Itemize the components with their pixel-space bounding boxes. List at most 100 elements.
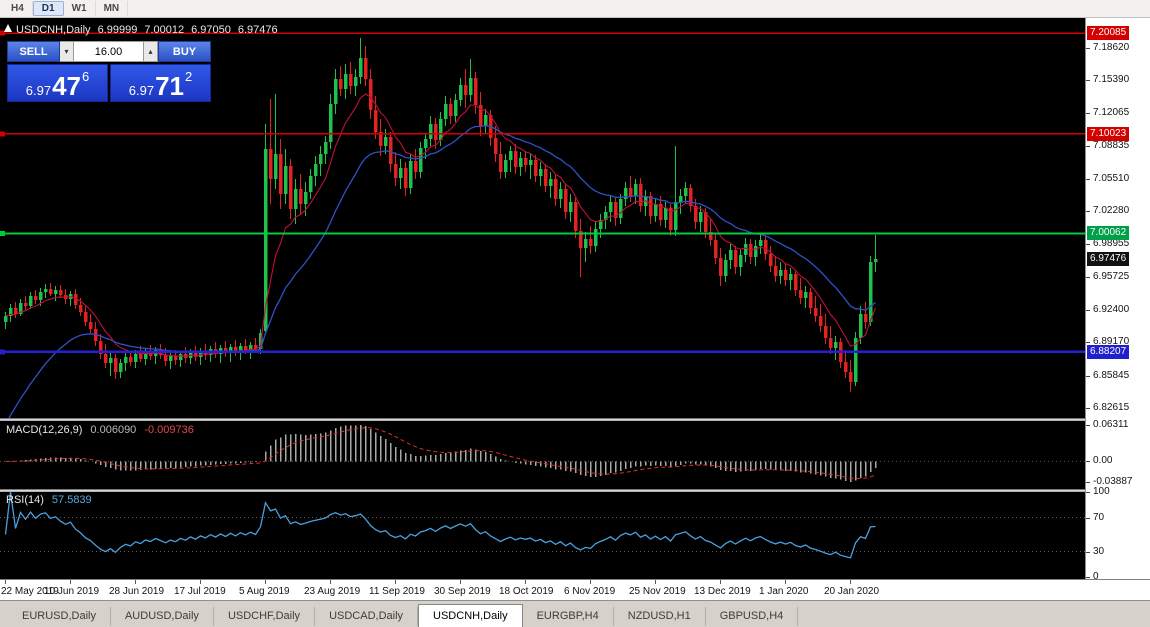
ma-line-9 <box>5 93 877 357</box>
date-axis-label: 13 Dec 2019 <box>694 586 751 597</box>
date-tick <box>5 580 6 584</box>
timeframe-button-w1[interactable]: W1 <box>64 1 96 16</box>
date-tick <box>720 580 721 584</box>
price-axis[interactable]: 7.18620 7.15390 7.12065 7.08835 7.05510 7.022… <box>1085 18 1150 582</box>
date-tick <box>70 580 71 584</box>
symbol-tab-bar: EURUSD,Daily AUDUSD,Daily USDCHF,Daily USDC… <box>0 600 1150 627</box>
pane-divider[interactable] <box>0 418 1150 421</box>
rsi-axis-label: 70 <box>1093 512 1105 523</box>
macd-axis-label: 0.06311 <box>1093 419 1129 430</box>
macd-axis-label: -0.03887 <box>1093 476 1133 487</box>
main-pane-canvas[interactable] <box>0 18 1085 418</box>
symbol-tab-usdchf[interactable]: USDCHF,Daily <box>214 607 316 626</box>
axis-tick <box>1086 342 1090 343</box>
ask-quote-button[interactable]: 6.97 71 2 <box>110 64 211 102</box>
symbol-tab-eurusd[interactable]: EURUSD,Daily <box>8 607 111 626</box>
horizontal-line[interactable] <box>0 349 1085 355</box>
price-line-label: 7.00062 <box>1087 226 1130 240</box>
date-axis-label: 22 May 2019 <box>1 586 59 597</box>
macd-pane-canvas[interactable] <box>0 421 1085 489</box>
price-axis-label: 7.12065 <box>1093 107 1130 118</box>
volume-increase-button[interactable]: ▴ <box>144 41 158 62</box>
axis-tick <box>1086 482 1090 483</box>
rsi-pane-canvas[interactable] <box>0 492 1085 577</box>
price-line-label: 7.10023 <box>1087 127 1130 141</box>
symbol-tab-usdcad[interactable]: USDCAD,Daily <box>315 607 419 626</box>
price-line-label: 6.88207 <box>1087 345 1130 359</box>
ohlc-open: 6.99999 <box>97 24 138 36</box>
ask-big-digits: 71 <box>155 70 184 101</box>
axis-tick <box>1086 277 1090 278</box>
ask-prefix: 6.97 <box>128 83 155 98</box>
ohlc-high: 7.00012 <box>144 24 185 36</box>
date-axis-label: 20 Jan 2020 <box>824 586 880 597</box>
date-axis[interactable]: 22 May 2019 10 Jun 2019 28 Jun 2019 17 Jul … <box>0 579 1150 600</box>
date-tick <box>200 580 201 584</box>
macd-title: MACD(12,26,9) <box>6 424 83 436</box>
price-axis-label: 7.05510 <box>1093 173 1130 184</box>
axis-tick <box>1086 146 1090 147</box>
date-tick <box>590 580 591 584</box>
date-tick <box>265 580 266 584</box>
bid-quote-button[interactable]: 6.97 47 6 <box>7 64 108 102</box>
date-axis-label: 28 Jun 2019 <box>109 586 165 597</box>
date-axis-label: 25 Nov 2019 <box>629 586 686 597</box>
horizontal-line[interactable] <box>0 30 1085 36</box>
axis-tick <box>1086 211 1090 212</box>
ohlc-close: 6.97476 <box>237 24 278 36</box>
axis-tick <box>1086 113 1090 114</box>
axis-tick <box>1086 552 1090 553</box>
axis-tick <box>1086 518 1090 519</box>
symbol-tab-gbpusd[interactable]: GBPUSD,H4 <box>706 607 799 626</box>
price-axis-label: 7.18620 <box>1093 42 1130 53</box>
date-axis-label: 30 Sep 2019 <box>434 586 491 597</box>
symbol-tab-usdcnh[interactable]: USDCNH,Daily <box>418 604 523 627</box>
chart-symbol: USDCNH,Daily <box>16 24 91 36</box>
price-line-label: 7.20085 <box>1087 26 1130 40</box>
price-axis-label: 7.15390 <box>1093 74 1130 85</box>
macd-header: MACD(12,26,9) 0.006090 -0.009736 <box>6 424 194 436</box>
buy-button[interactable]: BUY <box>158 41 211 62</box>
macd-axis-label: 0.00 <box>1093 455 1113 466</box>
pane-divider[interactable] <box>0 489 1150 492</box>
symbol-tab-nzdusd[interactable]: NZDUSD,H1 <box>614 607 706 626</box>
rsi-header: RSI(14) 57.5839 <box>6 494 92 506</box>
volume-input[interactable]: 16.00 <box>74 41 144 62</box>
price-axis-label: 6.95725 <box>1093 271 1130 282</box>
chart-symbol-header: USDCNH,Daily 6.99999 7.00012 6.97050 6.97476 <box>16 24 285 36</box>
volume-decrease-button[interactable]: ▾ <box>60 41 74 62</box>
date-tick <box>655 580 656 584</box>
sell-button[interactable]: SELL <box>7 41 60 62</box>
horizontal-line[interactable] <box>0 230 1085 236</box>
price-axis-label: 6.82615 <box>1093 402 1130 413</box>
symbol-tab-audusd[interactable]: AUDUSD,Daily <box>111 607 214 626</box>
date-axis-label: 1 Jan 2020 <box>759 586 809 597</box>
current-price-label: 6.97476 <box>1087 252 1130 266</box>
ohlc-low: 6.97050 <box>191 24 231 36</box>
axis-tick <box>1086 80 1090 81</box>
macd-signal-line <box>5 427 876 480</box>
axis-tick <box>1086 461 1090 462</box>
timeframe-button-mn[interactable]: MN <box>96 1 129 16</box>
price-axis-label: 6.89170 <box>1093 336 1130 347</box>
price-axis-label: 7.08835 <box>1093 140 1130 151</box>
date-tick <box>460 580 461 584</box>
rsi-title: RSI(14) <box>6 494 44 506</box>
date-tick <box>395 580 396 584</box>
price-axis-label: 6.98955 <box>1093 238 1130 249</box>
rsi-axis-label: 0 <box>1093 571 1099 582</box>
price-axis-label: 7.02280 <box>1093 205 1130 216</box>
axis-tick <box>1086 179 1090 180</box>
rsi-axis-label: 30 <box>1093 546 1105 557</box>
date-tick <box>330 580 331 584</box>
timeframe-button-d1[interactable]: D1 <box>32 1 64 16</box>
bid-prefix: 6.97 <box>25 83 52 98</box>
price-axis-label: 6.92400 <box>1093 304 1130 315</box>
horizontal-line[interactable] <box>0 131 1085 137</box>
axis-tick <box>1086 376 1090 377</box>
macd-value: 0.006090 <box>90 424 137 436</box>
chart-shift-marker-icon <box>4 24 12 32</box>
symbol-tab-eurgbp[interactable]: EURGBP,H4 <box>523 607 614 626</box>
date-axis-label: 11 Sep 2019 <box>369 586 425 597</box>
timeframe-button-h4[interactable]: H4 <box>3 1 33 16</box>
